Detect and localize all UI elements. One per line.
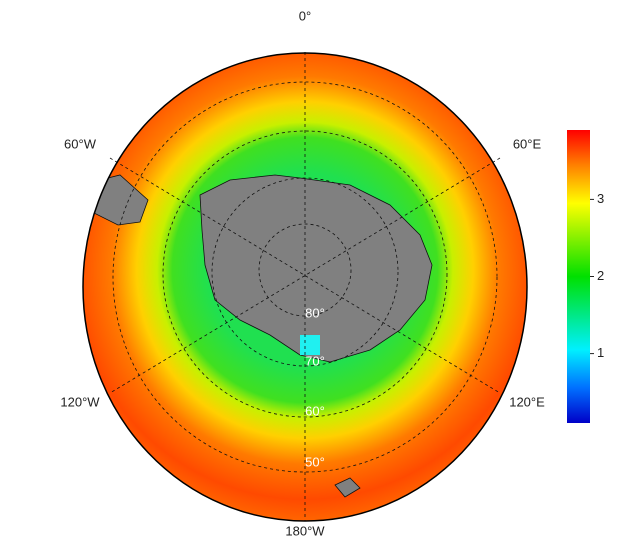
map-border <box>82 52 528 522</box>
lat-label: 70° <box>305 353 325 368</box>
lat-label: 50° <box>305 454 325 469</box>
colorbar-tick-label: 1 <box>597 345 604 360</box>
lat-circle <box>112 81 498 473</box>
ice-shelf <box>300 335 320 355</box>
new-zealand <box>334 477 361 498</box>
graticule <box>109 52 501 521</box>
lon-label: 120°E <box>509 394 545 409</box>
lon-label: 60°E <box>513 136 542 151</box>
lat-label: 80° <box>305 305 325 320</box>
lon-label: 120°W <box>60 394 100 409</box>
colorbar-tick-label: 2 <box>597 268 604 283</box>
lat-label: 60° <box>305 403 325 418</box>
meridian <box>109 157 501 394</box>
lat-circle <box>162 130 448 418</box>
lon-label: 60°W <box>64 136 97 151</box>
colorbar <box>567 130 590 423</box>
meridian <box>109 157 501 394</box>
lon-label: 180°W <box>285 523 325 538</box>
lon-label: 0° <box>299 8 311 23</box>
colorbar-tick-label: 3 <box>597 191 604 206</box>
